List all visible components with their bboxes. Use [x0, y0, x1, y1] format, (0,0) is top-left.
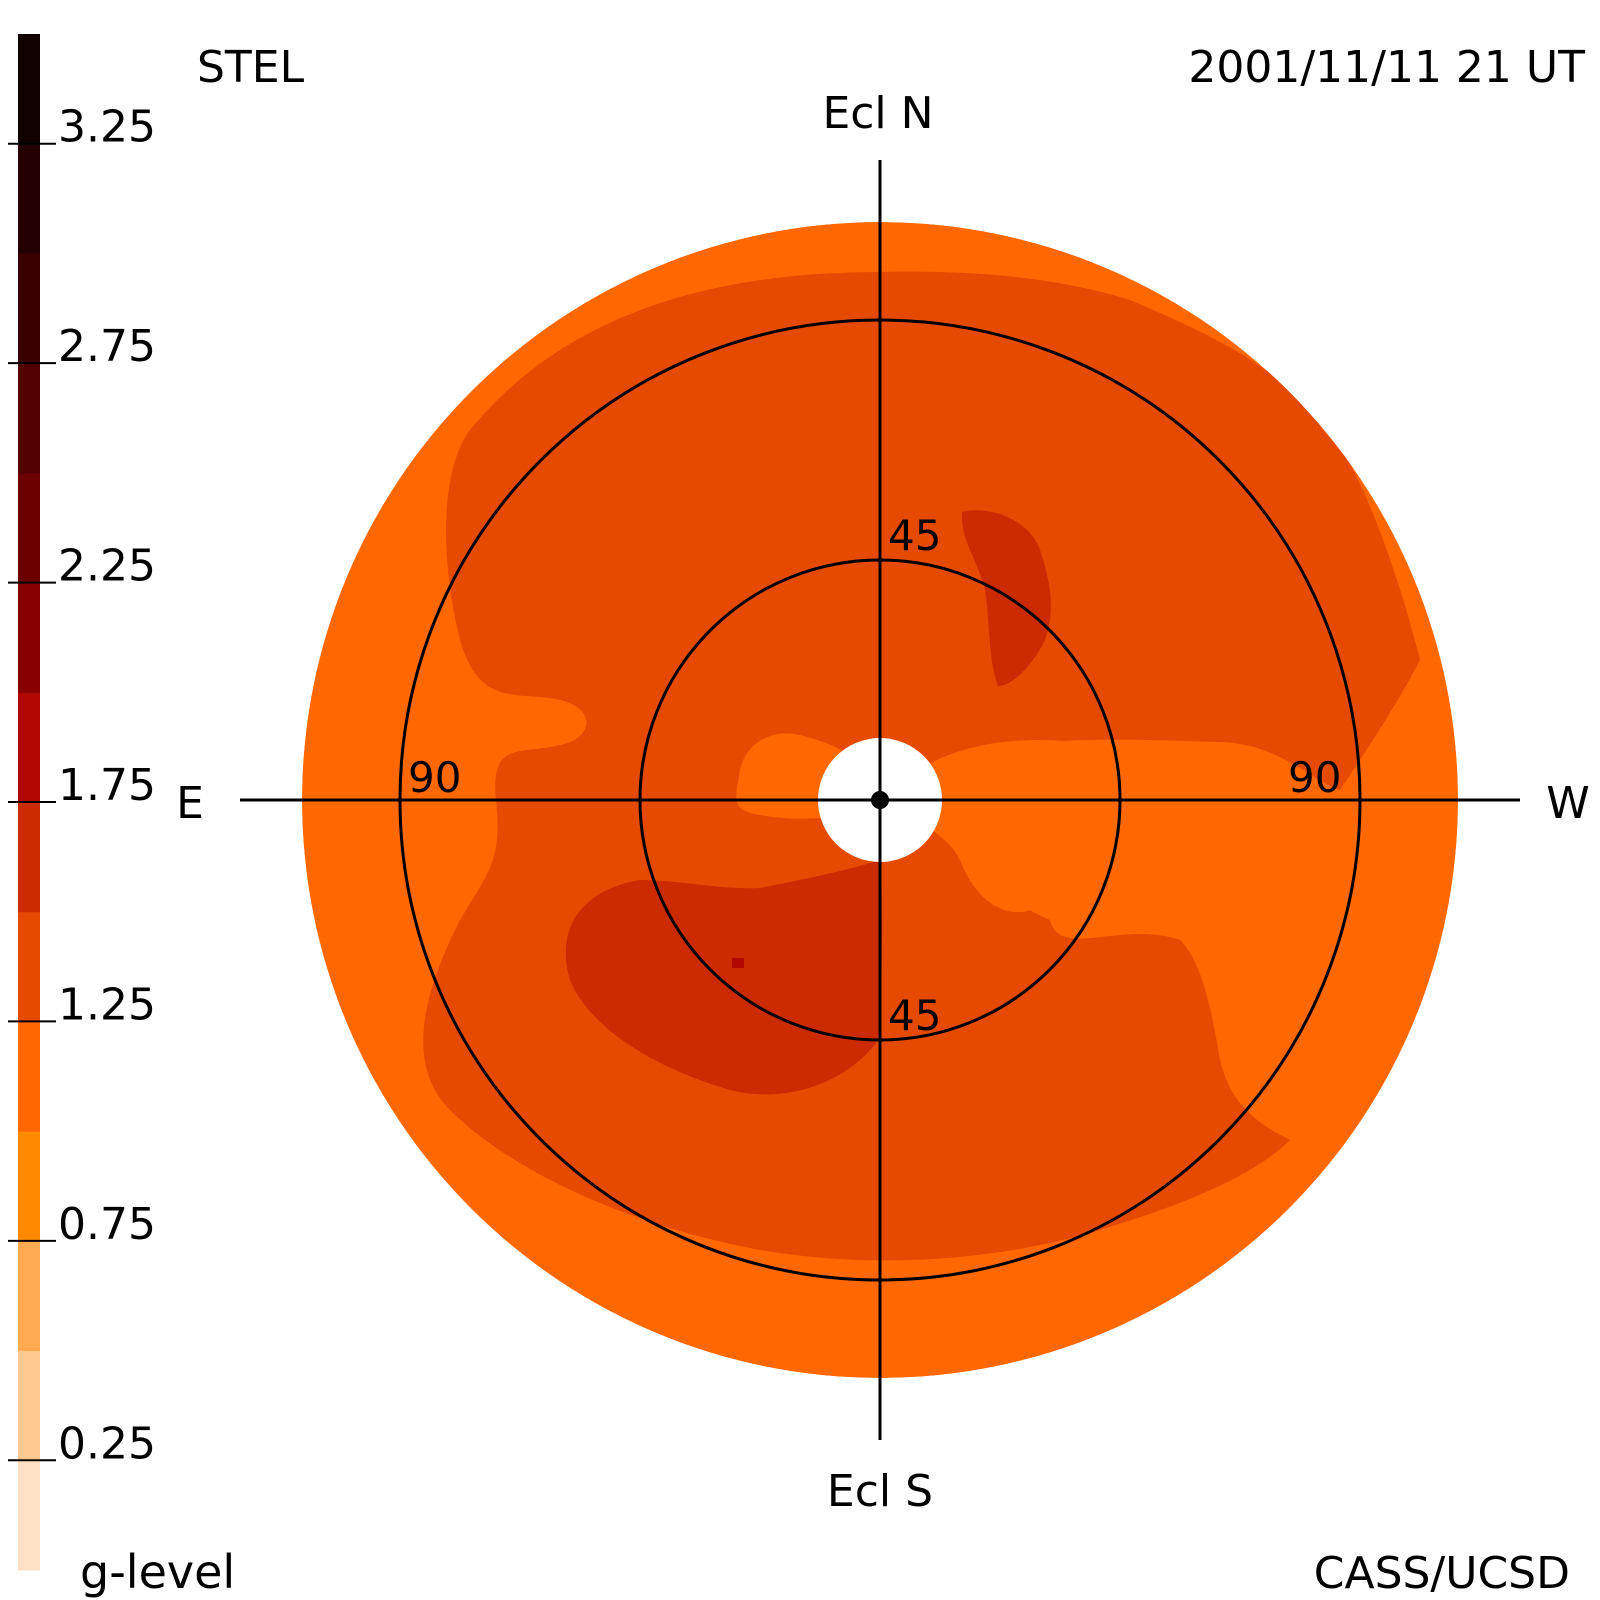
region-peak-spot	[732, 958, 744, 968]
ring-label-west-90: 90	[1288, 753, 1341, 802]
colorbar	[18, 34, 40, 1571]
colorbar-band-10	[18, 363, 40, 474]
colorbar-tick-label-6: 3.25	[58, 102, 156, 153]
colorbar-band-11	[18, 253, 40, 364]
ring-label-south-45: 45	[888, 991, 941, 1040]
colorbar-tick-label-0: 0.25	[58, 1418, 156, 1469]
colorbar-band-7	[18, 692, 40, 803]
direction-label-east: E	[176, 778, 204, 829]
credit-label: CASS/UCSD	[1314, 1548, 1570, 1599]
colorbar-ticks: 0.25 0.75 1.25 1.75 2.25 2.75 3.25	[8, 102, 156, 1469]
colorbar-band-2	[18, 1240, 40, 1352]
direction-label-south: Ecl S	[827, 1466, 933, 1517]
ring-label-north-45: 45	[888, 511, 941, 560]
colorbar-tick-label-4: 2.25	[58, 541, 156, 592]
colorbar-tick-label-1: 0.75	[58, 1199, 156, 1250]
region-enhancement-southeast	[565, 860, 883, 1095]
colorbar-band-4	[18, 1021, 40, 1132]
colorbar-tick-label-2: 1.25	[58, 979, 156, 1030]
colorbar-band-12	[18, 143, 40, 254]
colorbar-band-5	[18, 911, 40, 1022]
colorbar-band-3	[18, 1131, 40, 1242]
ring-label-east-90: 90	[408, 753, 461, 802]
region-enhancement-northwest	[961, 510, 1051, 686]
timestamp-label: 2001/11/11 21 UT	[1188, 42, 1585, 93]
colorbar-tick-label-5: 2.75	[58, 321, 156, 372]
colorbar-band-1	[18, 1350, 40, 1461]
colorbar-band-13	[18, 34, 40, 145]
colorbar-tick-label-3: 1.75	[58, 760, 156, 811]
observatory-label: STEL	[197, 42, 305, 93]
colorbar-band-8	[18, 582, 40, 693]
colorbar-label: g-level	[80, 1545, 235, 1599]
colorbar-band-9	[18, 472, 40, 584]
colorbar-band-6	[18, 802, 40, 913]
direction-label-north: Ecl N	[822, 88, 933, 139]
direction-label-west: W	[1546, 778, 1590, 829]
colorbar-band-0	[18, 1460, 40, 1571]
sky-map: Ecl N Ecl S E W 45 45 90 90	[176, 88, 1590, 1517]
sun-center-dot	[871, 791, 889, 809]
region-lobe-west	[880, 740, 1126, 913]
